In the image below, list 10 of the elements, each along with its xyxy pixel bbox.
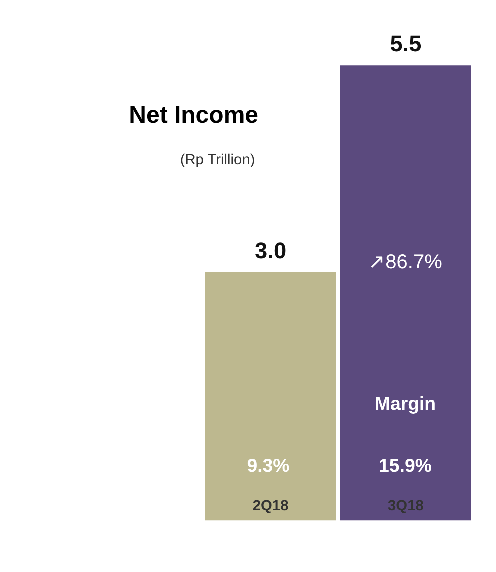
annotation: ↗86.7% <box>368 252 443 274</box>
annotation: 15.9% <box>379 455 432 476</box>
data-label: 3.0 <box>255 237 287 264</box>
data-label: 5.5 <box>390 30 422 57</box>
x-tick-label: 3Q18 <box>388 498 424 515</box>
text: Net Income <box>129 102 259 129</box>
text: (Rp Trillion) <box>180 152 256 168</box>
x-tick-label: 2Q18 <box>252 498 289 515</box>
annotation: Margin <box>374 393 436 414</box>
annotation: 9.3% <box>247 455 290 476</box>
